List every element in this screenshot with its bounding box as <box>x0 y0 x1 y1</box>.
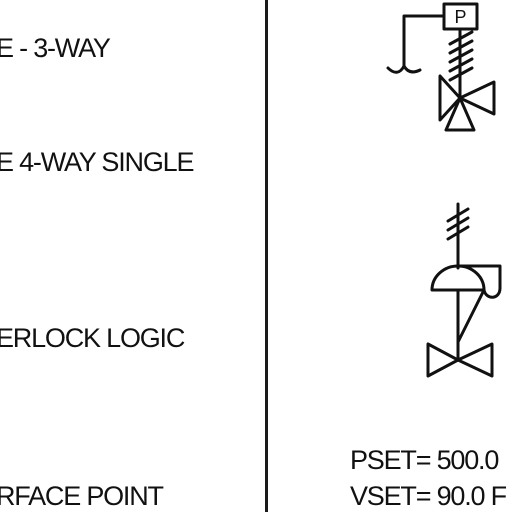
legend-label-4-way-single: E 4-WAY SINGLE <box>0 147 194 177</box>
feedback-line <box>456 288 486 344</box>
spring-hash-5 <box>448 66 474 82</box>
spring-hash-2 <box>448 39 474 55</box>
signal-tail <box>386 64 422 74</box>
signal-line <box>402 14 446 68</box>
legend-label-interlock-logic: ERLOCK LOGIC <box>0 323 185 353</box>
legend-label-interface-point: RFACE POINT <box>0 481 164 511</box>
value-setpoint: VSET= 90.0 F <box>350 481 507 511</box>
stem-hash-3 <box>446 225 470 241</box>
spring-hash-3 <box>448 48 474 64</box>
pressure-line <box>456 264 502 299</box>
valve-triangle-up <box>438 74 462 122</box>
pressure-setpoint: PSET= 500.0 <box>350 445 499 475</box>
valve-body-left <box>426 342 460 378</box>
diaphragm-dome <box>430 264 486 292</box>
spring-hash-1 <box>448 30 474 46</box>
valve-triangle-down <box>444 96 476 132</box>
solenoid-letter: P <box>454 7 466 27</box>
valve-body-right <box>456 342 494 378</box>
three-way-solenoid-valve-symbol: P <box>386 2 496 132</box>
legend-label-3-way: E - 3-WAY <box>0 33 111 63</box>
stem-hash-2 <box>446 216 470 232</box>
spring-hash-4 <box>448 57 474 73</box>
valve-triangle-right <box>458 80 496 116</box>
stem-hash-1 <box>446 207 470 223</box>
column-divider <box>265 0 268 512</box>
diaphragm-actuated-valve-symbol <box>426 202 502 378</box>
